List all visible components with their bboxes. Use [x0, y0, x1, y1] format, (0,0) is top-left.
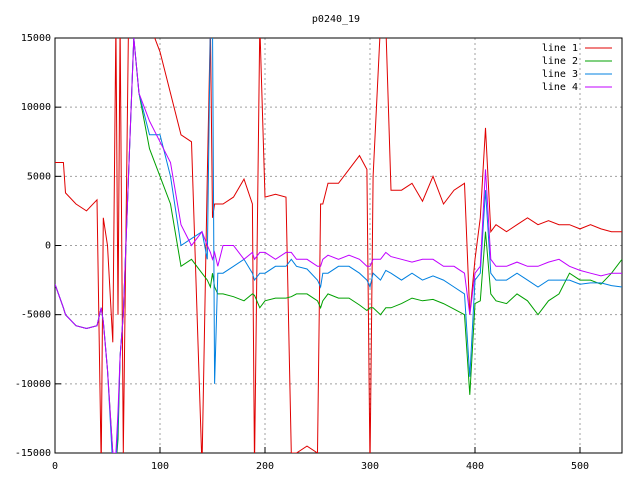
y-tick-label: 10000 [21, 102, 51, 113]
legend-label: line 1 [542, 43, 578, 54]
x-tick-label: 100 [151, 461, 169, 472]
y-tick-label: 5000 [27, 171, 51, 182]
chart-title: p0240_19 [312, 14, 360, 25]
y-tick-label: -15000 [15, 448, 51, 459]
legend-label: line 3 [542, 69, 578, 80]
data-line [55, 38, 622, 453]
plot-area [55, 38, 622, 453]
y-tick-label: 15000 [21, 33, 51, 44]
x-tick-label: 200 [256, 461, 274, 472]
data-line [55, 38, 622, 453]
legend-label: line 2 [542, 56, 578, 67]
y-tick-label: 0 [45, 241, 51, 252]
x-tick-label: 300 [361, 461, 379, 472]
data-line [55, 38, 622, 453]
x-tick-label: 500 [571, 461, 589, 472]
plot-frame [54, 37, 623, 454]
legend-label: line 4 [542, 82, 578, 93]
y-tick-label: -5000 [21, 310, 51, 321]
x-tick-label: 400 [466, 461, 484, 472]
y-tick-label: -10000 [15, 379, 51, 390]
x-tick-label: 0 [52, 461, 58, 472]
